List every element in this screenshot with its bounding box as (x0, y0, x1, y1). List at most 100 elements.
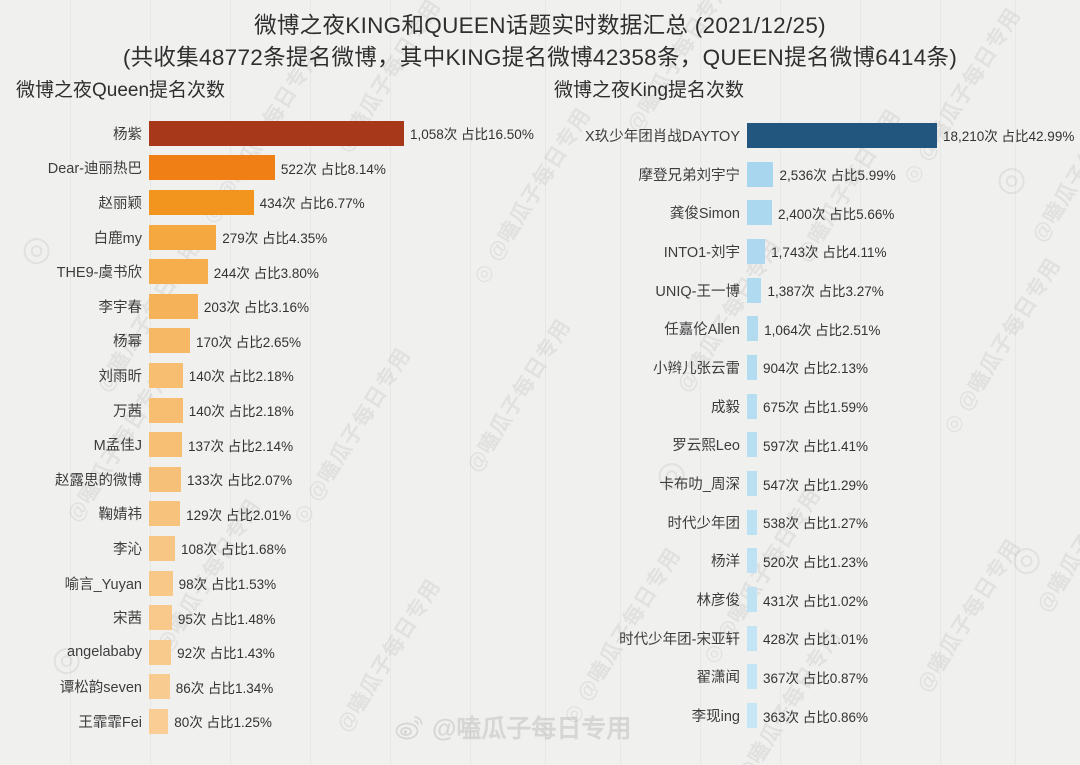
bar-track: 203次 占比3.16% (149, 289, 540, 324)
category-label: 杨洋 (711, 554, 740, 571)
bar-track: 140次 占比2.18% (149, 393, 540, 428)
bar[interactable] (149, 362, 183, 388)
charts-container: 微博之夜Queen提名次数 杨紫 1,058次 占比16.50% Dear-迪丽热巴… (0, 75, 1080, 739)
bar-track: 95次 占比1.48% (149, 600, 540, 635)
bar[interactable] (149, 120, 404, 146)
bar-track: 98次 占比1.53% (149, 566, 540, 601)
bar[interactable] (747, 432, 757, 458)
category-label: 宋茜 (113, 611, 142, 628)
bar-row[interactable]: X玖少年团肖战DAYTOY 18,210次 占比42.99% (550, 116, 1080, 155)
bar-row[interactable]: 宋茜 95次 占比1.48% (12, 600, 540, 635)
king-bar-rows: X玖少年团肖战DAYTOY 18,210次 占比42.99% 摩登兄弟刘宇宁 2,53… (550, 116, 1080, 735)
bar-value-label: 129次 占比2.01% (186, 507, 292, 523)
bar-row[interactable]: 杨紫 1,058次 占比16.50% (12, 116, 540, 151)
category-label: 鞠婧祎 (98, 507, 143, 524)
bar[interactable] (149, 708, 169, 734)
bar-row[interactable]: 翟潇闻 367次 占比0.87% (550, 658, 1080, 697)
bar-row[interactable]: 刘雨昕 140次 占比2.18% (12, 358, 540, 393)
bar-row[interactable]: 杨幂 170次 占比2.65% (12, 324, 540, 359)
bar-row[interactable]: 白鹿my 279次 占比4.35% (12, 220, 540, 255)
bar-row[interactable]: 林彦俊 431次 占比1.02% (550, 580, 1080, 619)
bar-row[interactable]: 李沁 108次 占比1.68% (12, 531, 540, 566)
bar-track: 522次 占比8.14% (149, 151, 540, 186)
bar[interactable] (149, 570, 173, 596)
bar-value-label: 2,536次 占比5.99% (779, 168, 896, 184)
bar-row[interactable]: 赵丽颖 434次 占比6.77% (12, 185, 540, 220)
bar-row[interactable]: 时代少年团 538次 占比1.27% (550, 503, 1080, 542)
bar-row[interactable]: UNIQ-王一博 1,387次 占比3.27% (550, 271, 1080, 310)
bar[interactable] (149, 397, 183, 423)
bar[interactable] (149, 535, 176, 561)
bar[interactable] (747, 509, 757, 535)
bar-row[interactable]: 李现ing 363次 占比0.86% (550, 696, 1080, 735)
bar[interactable] (747, 161, 774, 187)
bar-value-label: 363次 占比0.86% (763, 709, 869, 725)
bar-row[interactable]: 万茜 140次 占比2.18% (12, 393, 540, 428)
bar[interactable] (747, 471, 757, 497)
bar[interactable] (149, 328, 190, 354)
bar-track: 367次 占比0.87% (747, 658, 1080, 697)
bar[interactable] (149, 639, 172, 665)
bar-row[interactable]: 罗云熙Leo 597次 占比1.41% (550, 426, 1080, 465)
bar[interactable] (747, 393, 757, 419)
bar[interactable] (149, 674, 170, 700)
bar-row[interactable]: 任嘉伦Allen 1,064次 占比2.51% (550, 309, 1080, 348)
bar[interactable] (747, 200, 773, 226)
bar-row[interactable]: 喻言_Yuyan 98次 占比1.53% (12, 566, 540, 601)
weibo-watermark: @嗑瓜子每日专用 (395, 709, 631, 745)
bar[interactable] (149, 293, 198, 319)
category-label: 李现ing (691, 709, 740, 726)
category-label: 白鹿my (93, 230, 142, 247)
bar-row[interactable]: angelababy 92次 占比1.43% (12, 635, 540, 670)
bar[interactable] (747, 587, 757, 613)
bar[interactable] (149, 466, 182, 492)
bar-row[interactable]: M孟佳J 137次 占比2.14% (12, 427, 540, 462)
bar-row[interactable]: THE9-虞书欣 244次 占比3.80% (12, 254, 540, 289)
category-label: 李宇春 (98, 299, 143, 316)
bar[interactable] (149, 189, 254, 215)
bar-value-label: 367次 占比0.87% (763, 670, 869, 686)
bar-row[interactable]: 龚俊Simon 2,400次 占比5.66% (550, 193, 1080, 232)
category-label: 赵丽颖 (98, 195, 143, 212)
bar-track: 675次 占比1.59% (747, 387, 1080, 426)
bar-row[interactable]: 时代少年团-宋亚轩 428次 占比1.01% (550, 619, 1080, 658)
bar[interactable] (747, 548, 757, 574)
bar-row[interactable]: 王霏霏Fei 80次 占比1.25% (12, 704, 540, 739)
bar[interactable] (747, 122, 937, 148)
bar-row[interactable]: 赵露思的微博 133次 占比2.07% (12, 462, 540, 497)
bar-row[interactable]: 摩登兄弟刘宇宁 2,536次 占比5.99% (550, 155, 1080, 194)
bar[interactable] (747, 316, 759, 342)
bar-track: 363次 占比0.86% (747, 696, 1080, 735)
bar[interactable] (149, 501, 181, 527)
bar[interactable] (149, 432, 183, 458)
bar-track: 80次 占比1.25% (149, 704, 540, 739)
bar-value-label: 95次 占比1.48% (177, 611, 276, 627)
bar-row[interactable]: Dear-迪丽热巴 522次 占比8.14% (12, 151, 540, 186)
bar-value-label: 137次 占比2.14% (188, 438, 294, 454)
bar[interactable] (149, 155, 275, 181)
bar-track: 1,743次 占比4.11% (747, 232, 1080, 271)
bar-row[interactable]: 鞠婧祎 129次 占比2.01% (12, 497, 540, 532)
category-label: 时代少年团 (667, 515, 741, 532)
bar-value-label: 92次 占比1.43% (177, 646, 275, 662)
bar[interactable] (747, 664, 757, 690)
bar-value-label: 538次 占比1.27% (763, 516, 869, 532)
bar[interactable] (747, 354, 757, 380)
bar[interactable] (149, 605, 172, 631)
bar-track: 137次 占比2.14% (149, 427, 540, 462)
bar-row[interactable]: 李宇春 203次 占比3.16% (12, 289, 540, 324)
bar[interactable] (747, 703, 757, 729)
bar[interactable] (747, 238, 766, 264)
bar[interactable] (747, 625, 757, 651)
bar[interactable] (149, 259, 208, 285)
bar-track: 434次 占比6.77% (149, 185, 540, 220)
bar-row[interactable]: 杨洋 520次 占比1.23% (550, 542, 1080, 581)
bar-row[interactable]: 谭松韵seven 86次 占比1.34% (12, 670, 540, 705)
bar-row[interactable]: 小辫儿张云雷 904次 占比2.13% (550, 348, 1080, 387)
bar-track: 1,058次 占比16.50% (149, 116, 540, 151)
bar-row[interactable]: 卡布叻_周深 547次 占比1.29% (550, 464, 1080, 503)
bar-row[interactable]: INTO1-刘宇 1,743次 占比4.11% (550, 232, 1080, 271)
bar[interactable] (149, 224, 217, 250)
bar-row[interactable]: 成毅 675次 占比1.59% (550, 387, 1080, 426)
bar[interactable] (747, 277, 762, 303)
